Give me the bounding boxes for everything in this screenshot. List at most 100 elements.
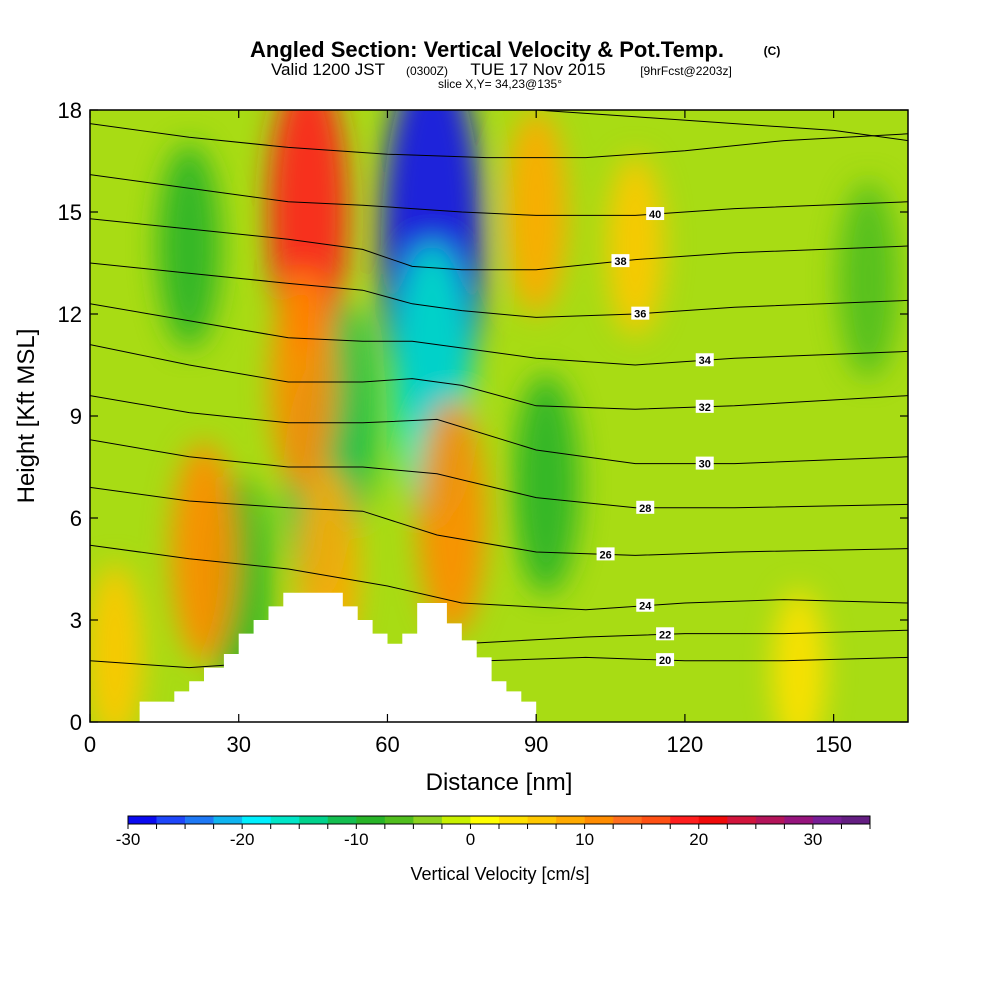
colorbar-swatch-25 (841, 816, 871, 824)
isentrope-label-32: 32 (699, 402, 711, 414)
isentrope-label-bg-40 (646, 207, 665, 221)
y-tick-label-18: 18 (58, 98, 82, 123)
x-axis-label: Distance [nm] (426, 769, 573, 796)
colorbar-swatch-19 (670, 816, 700, 824)
colorbar-swatch-11 (441, 816, 471, 824)
colorbar-swatch-12 (470, 816, 500, 824)
valid-time: Valid 1200 JST (271, 60, 385, 79)
colorbar: -30 -20 -10 0 10 20 30 (116, 815, 871, 849)
colorbar-swatch-3 (213, 816, 243, 824)
isentrope-40 (90, 174, 908, 216)
valid-zulu: (0300Z) (406, 64, 448, 78)
colorbar-tick-label--20: -20 (230, 830, 255, 849)
colorbar-tick-label--10: -10 (344, 830, 369, 849)
y-tick-label-9: 9 (70, 404, 82, 429)
colorbar-swatch-14 (527, 816, 557, 824)
isentrope-38 (90, 218, 908, 271)
y-tick-label-6: 6 (70, 506, 82, 531)
slice-info: slice X,Y= 34,23@135° (438, 77, 562, 91)
chart-title-units: (C) (764, 44, 781, 58)
colorbar-swatch-22 (755, 816, 785, 824)
isentrope-28 (90, 439, 908, 509)
velocity-cell-16 (772, 589, 826, 722)
isentrope-label-bg-36 (631, 306, 650, 320)
colorbar-tick-label-0: 0 (466, 830, 475, 849)
velocity-cell-11 (504, 110, 568, 314)
colorbar-swatch-0 (128, 816, 157, 824)
x-tick-label-30: 30 (226, 732, 250, 757)
colorbar-swatch-4 (242, 816, 271, 824)
isentrope-24 (90, 544, 908, 611)
colorbar-tick-label-20: 20 (689, 830, 708, 849)
isentrope-label-bg-26 (596, 547, 615, 561)
x-tick-label-60: 60 (375, 732, 399, 757)
x-tick-label-90: 90 (524, 732, 548, 757)
isentrope-42 (90, 123, 908, 159)
velocity-cell-15 (90, 564, 144, 722)
plot-area: 20 22 24 26 28 30 32 34 36 38 40 (90, 110, 908, 722)
velocity-cell-14 (838, 182, 899, 378)
velocity-cell-8 (171, 442, 238, 662)
colorbar-swatch-2 (185, 816, 214, 824)
isentrope-label-bg-24 (636, 598, 655, 612)
isentrope-label-20: 20 (659, 655, 671, 667)
y-axis-label: Height [Kft MSL] (13, 329, 40, 504)
isentrope-label-30: 30 (699, 459, 711, 471)
y-tick-label-15: 15 (58, 200, 82, 225)
isentrope-label-38: 38 (614, 256, 626, 268)
isentrope-label-22: 22 (659, 629, 671, 641)
colorbar-frame (127, 815, 871, 825)
x-tick-label-0: 0 (84, 732, 96, 757)
velocity-cell-4 (513, 374, 580, 594)
colorbar-swatch-18 (641, 816, 671, 824)
velocity-cell-12 (606, 156, 664, 336)
colorbar-swatch-15 (556, 816, 585, 824)
valid-date: TUE 17 Nov 2015 (470, 60, 605, 79)
colorbar-swatch-9 (384, 816, 414, 824)
colorbar-tick-label-30: 30 (803, 830, 822, 849)
isentrope-label-bg-34 (695, 353, 714, 367)
colorbar-swatch-23 (784, 816, 814, 824)
vertical-velocity-field (90, 110, 899, 722)
colorbar-swatch-10 (413, 816, 443, 824)
colorbar-tick-label--30: -30 (116, 830, 141, 849)
colorbar-swatch-8 (356, 816, 386, 824)
valid-line: Valid 1200 JST (0300Z) TUE 17 Nov 2015 [… (271, 60, 732, 79)
isentrope-label-24: 24 (639, 601, 652, 613)
colorbar-swatch-1 (156, 816, 186, 824)
colorbar-swatch-13 (499, 816, 528, 824)
x-tick-label-150: 150 (815, 732, 852, 757)
isentrope-26 (90, 486, 908, 556)
velocity-cell-9 (417, 400, 487, 636)
isentrope-label-bg-22 (656, 627, 675, 641)
isentrope-44 (536, 110, 908, 142)
isentrope-label-26: 26 (599, 549, 611, 561)
isentrope-label-34: 34 (699, 355, 712, 367)
isentrope-label-bg-32 (695, 399, 714, 413)
y-tick-label-0: 0 (70, 710, 82, 735)
forecast-tag: [9hrFcst@2203z] (640, 64, 732, 78)
colorbar-swatch-21 (727, 816, 757, 824)
terrain-mask (90, 592, 537, 722)
colorbar-swatch-6 (299, 816, 329, 824)
isentrope-34 (90, 303, 908, 366)
isentrope-label-28: 28 (639, 503, 651, 515)
colorbar-swatch-17 (613, 816, 642, 824)
isentrope-36 (90, 262, 908, 318)
axes: 0 30 60 90 120 150 0 3 6 9 12 15 18 (58, 98, 908, 757)
colorbar-swatch-5 (270, 816, 300, 824)
y-tick-label-3: 3 (70, 608, 82, 633)
velocity-cell-13 (157, 144, 221, 348)
isentrope-32 (90, 344, 908, 410)
y-tick-label-12: 12 (58, 302, 82, 327)
isentrope-contours: 20 22 24 26 28 30 32 34 36 38 40 (90, 110, 908, 706)
isentrope-22 (90, 629, 908, 669)
colorbar-swatch-20 (698, 816, 728, 824)
colorbar-swatch-7 (327, 816, 357, 824)
chart-title: Angled Section: Vertical Velocity & Pot.… (250, 37, 724, 62)
x-tick-label-120: 120 (667, 732, 704, 757)
colorbar-label: Vertical Velocity [cm/s] (410, 864, 589, 884)
colorbar-swatch-16 (584, 816, 614, 824)
colorbar-tick-label-10: 10 (575, 830, 594, 849)
